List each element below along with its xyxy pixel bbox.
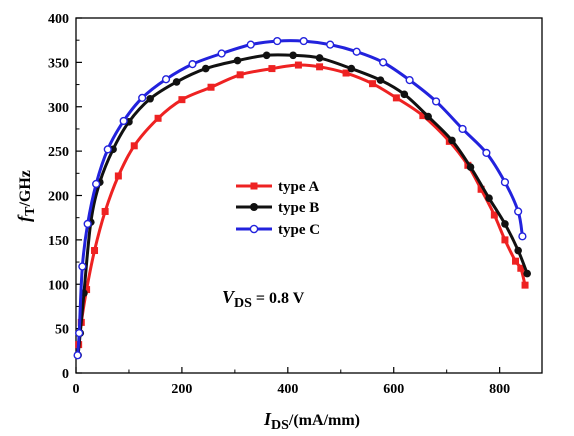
x-tick-label: 600 <box>383 382 404 397</box>
data-point-type-c <box>352 47 361 56</box>
y-tick-label: 400 <box>48 12 69 27</box>
data-point-type-a <box>101 207 109 215</box>
data-point-type-c <box>75 328 84 338</box>
y-tick-label: 0 <box>62 367 69 382</box>
data-point-type-b <box>466 163 475 171</box>
legend: type A type B type C <box>236 179 320 238</box>
data-point-type-b <box>315 54 324 62</box>
data-point-type-b <box>400 90 409 99</box>
y-tick-label: 350 <box>48 56 69 71</box>
data-point-type-a <box>294 61 302 69</box>
data-point-type-a <box>419 112 427 120</box>
x-tick-label: 400 <box>277 382 298 397</box>
data-point-type-a <box>91 247 99 255</box>
data-point-type-c <box>246 40 255 49</box>
data-point-type-a <box>521 281 529 289</box>
data-point-type-b <box>146 94 154 103</box>
data-point-type-b <box>514 246 522 255</box>
x-tick-label: 800 <box>489 382 510 397</box>
data-point-type-c <box>83 219 92 229</box>
y-tick-label: 100 <box>48 278 69 293</box>
plot-area <box>75 17 543 374</box>
y-tick-label: 300 <box>48 101 69 116</box>
data-point-type-b <box>233 56 242 65</box>
data-point-type-a <box>178 96 186 104</box>
data-point-type-c <box>458 124 467 134</box>
data-point-type-b <box>289 51 297 60</box>
data-point-type-c <box>299 36 308 46</box>
data-point-type-b <box>201 64 210 73</box>
data-point-type-b <box>347 64 356 73</box>
legend-label-type-b: type B <box>278 200 319 216</box>
data-point-type-c <box>326 40 335 49</box>
y-tick-label: 200 <box>48 190 69 205</box>
data-point-type-c <box>500 178 510 187</box>
data-point-type-c <box>73 351 82 360</box>
data-point-type-a <box>392 94 400 102</box>
y-tick-label: 250 <box>48 145 69 160</box>
data-point-type-a <box>517 264 525 272</box>
data-point-type-a <box>342 69 350 77</box>
data-point-type-a <box>501 236 509 244</box>
y-axis-label: fT/GHz <box>14 170 38 222</box>
vds-annotation: VDS = 0.8 V <box>222 287 305 311</box>
data-point-type-c <box>379 58 388 67</box>
legend-label-type-c: type C <box>278 222 320 238</box>
data-point-type-c <box>482 148 491 158</box>
data-point-type-b <box>376 76 385 84</box>
data-point-type-a <box>236 71 244 79</box>
data-point-type-c <box>273 36 282 46</box>
data-point-type-b <box>172 78 181 86</box>
data-point-type-c <box>405 76 414 85</box>
legend-marker-type-a <box>250 182 258 190</box>
data-point-type-a <box>369 80 377 88</box>
legend-item-type-a: type A <box>236 179 319 195</box>
data-point-type-b <box>448 136 456 145</box>
data-point-type-a <box>114 172 122 180</box>
data-point-type-c <box>518 232 527 241</box>
x-axis-label: IDS/(mA/mm) <box>263 409 360 433</box>
data-point-type-a <box>154 114 162 122</box>
data-point-type-c <box>431 97 441 106</box>
data-point-type-c <box>138 93 147 102</box>
data-point-type-b <box>501 220 509 228</box>
data-point-type-a <box>83 286 91 294</box>
data-point-type-b <box>424 112 432 121</box>
data-point-type-c <box>103 145 112 154</box>
data-point-type-b <box>485 194 493 202</box>
series-type-c <box>73 36 527 360</box>
legend-marker-type-c <box>249 224 259 234</box>
data-point-type-b <box>523 269 531 278</box>
legend-label-type-a: type A <box>278 179 319 195</box>
legend-item-type-b: type B <box>236 200 319 216</box>
data-point-type-c <box>217 49 226 58</box>
series-type-a <box>75 61 529 349</box>
data-point-type-a <box>512 257 520 265</box>
y-tick-label: 150 <box>48 234 69 249</box>
x-tick-label: 0 <box>73 382 80 397</box>
legend-item-type-c: type C <box>236 222 320 238</box>
data-point-type-a <box>477 185 485 193</box>
y-tick-label: 50 <box>55 323 69 338</box>
data-point-type-a <box>490 211 498 219</box>
data-point-type-a <box>130 142 138 150</box>
data-point-type-a <box>207 83 215 91</box>
data-point-type-c <box>514 207 523 216</box>
data-point-type-b <box>262 51 271 60</box>
x-tick-label: 200 <box>171 382 192 397</box>
data-point-type-c <box>78 262 87 271</box>
data-point-type-c <box>188 60 197 69</box>
series-layer <box>73 36 531 360</box>
data-point-type-c <box>161 75 171 84</box>
axis-ticks: 0 200 400 600 800 0 50 100 150 200 250 300 350 400 <box>48 12 510 397</box>
data-point-type-a <box>316 63 324 71</box>
data-point-type-a <box>268 65 276 73</box>
legend-marker-type-b <box>250 203 258 211</box>
data-point-type-c <box>119 116 128 126</box>
data-point-type-c <box>92 179 101 189</box>
